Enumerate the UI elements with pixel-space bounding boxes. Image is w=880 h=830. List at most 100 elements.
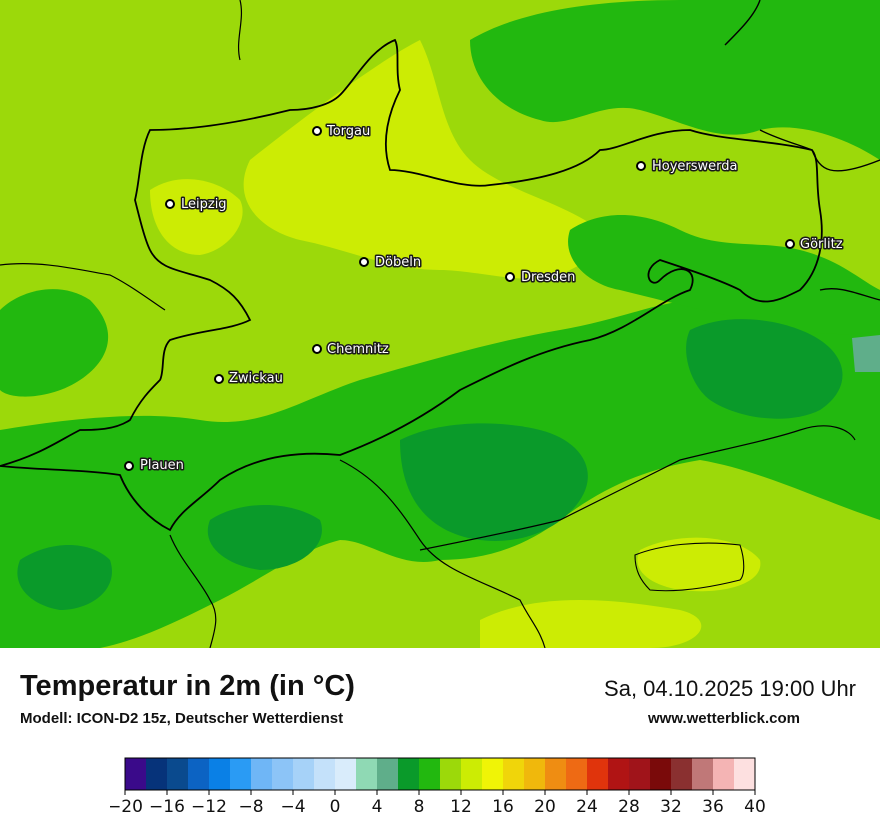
legend-tick-label: 0 [330,797,341,817]
cool-zone-northeast [470,0,880,160]
warm-zone-leipzig [150,179,243,255]
legend-swatch [230,758,252,790]
city-marker [785,239,795,249]
color-legend: −20 −16 −12 −8 −4 0 4 8 12 16 20 24 28 32 36 40 [110,757,766,817]
legend-swatches [124,757,756,791]
legend-swatch [587,758,609,790]
city-label-plauen: Plauen [140,458,184,473]
city-marker [312,126,322,136]
city-label-chemnitz: Chemnitz [327,342,389,357]
city-plauen: Plauen [124,457,185,475]
city-zwickau: Zwickau [214,370,284,388]
legend-swatch [524,758,546,790]
legend-swatch [566,758,588,790]
cold-zone-ore-mountains [400,423,588,541]
legend-swatch [167,758,189,790]
legend-swatch [188,758,210,790]
legend-swatch [545,758,567,790]
legend-tick-label: 28 [618,797,640,817]
map-title: Temperatur in 2m (in °C) [20,670,355,702]
saxony-border [0,38,823,532]
legend-swatch [398,758,420,790]
legend-swatch [419,758,441,790]
city-label-dresden: Dresden [521,270,575,285]
legend-tick-label: −4 [280,797,305,817]
legend-tick-label: 40 [744,797,766,817]
legend-swatch [608,758,630,790]
legend-tick-label: 36 [702,797,724,817]
legend-tick-label: 32 [660,797,682,817]
model-info: Modell: ICON-D2 15z, Deutscher Wetterdie… [20,710,344,727]
cold-zone-south [207,505,322,570]
forecast-datetime: Sa, 04.10.2025 19:00 Uhr [604,676,856,701]
legend-swatch [692,758,714,790]
legend-swatch [734,758,756,790]
state-border-north [237,0,243,61]
city-hoyerswerda: Hoyerswerda [636,158,739,176]
warm-zone-south [480,600,702,648]
legend-tick-label: −12 [191,797,227,817]
city-label-zwickau: Zwickau [229,371,283,386]
legend-swatch [461,758,483,790]
legend-swatch [650,758,672,790]
state-border-west [0,263,166,311]
city-marker [636,161,646,171]
cold-zone-east [686,319,843,419]
legend-swatch [671,758,693,790]
city-label-goerlitz: Görlitz [800,237,843,252]
coldest-patch [852,335,880,372]
legend-swatch [125,758,147,790]
city-torgau: Torgau [312,123,372,141]
city-label-torgau: Torgau [326,124,370,139]
legend-swatch [335,758,357,790]
city-doebeln: Döbeln [359,254,423,272]
legend-tick-label: 4 [372,797,383,817]
legend-swatch [209,758,231,790]
legend-tick-label: −8 [238,797,263,817]
legend-tick-label: −16 [149,797,185,817]
district-border-east [634,542,745,592]
legend-tick-label: 20 [534,797,556,817]
city-chemnitz: Chemnitz [312,341,390,359]
legend-tick-label: 12 [450,797,472,817]
city-marker [214,374,224,384]
city-marker [505,272,515,282]
city-marker [359,257,369,267]
website-link: www.wetterblick.com [648,710,800,727]
city-label-hoyerswerda: Hoyerswerda [652,159,738,174]
city-dresden: Dresden [505,269,577,287]
cool-zone-east [568,215,880,335]
legend-swatch [356,758,378,790]
country-border-czech [169,425,856,648]
legend-swatch [503,758,525,790]
legend-tick-label: 8 [414,797,425,817]
city-marker [124,461,134,471]
legend-swatch [440,758,462,790]
legend-swatch [314,758,336,790]
city-goerlitz: Görlitz [785,236,844,254]
country-border-poland [724,0,880,301]
city-marker [312,344,322,354]
city-label-doebeln: Döbeln [375,255,421,270]
legend-swatch [293,758,315,790]
cold-zone-southwest [17,545,112,610]
legend-swatch [713,758,735,790]
legend-swatch [251,758,273,790]
legend-swatch [377,758,399,790]
legend-swatch [482,758,504,790]
city-label-leipzig: Leipzig [181,197,227,212]
legend-tick-label: 24 [576,797,598,817]
legend-swatch [629,758,651,790]
legend-tick-label: 16 [492,797,514,817]
warm-zone-east [637,537,761,592]
legend-tick-label: −20 [110,797,143,817]
city-marker [165,199,175,209]
legend-swatch [146,758,168,790]
legend-ticks: −20 −16 −12 −8 −4 0 4 8 12 16 20 24 28 32 36 40 [110,790,766,817]
cool-zone-west [0,289,109,397]
legend-swatch [272,758,294,790]
legend-frame [124,757,756,791]
city-leipzig: Leipzig [165,196,228,214]
temperature-map: Torgau Leipzig Hoyerswerda Görlitz Döbel… [0,0,880,648]
